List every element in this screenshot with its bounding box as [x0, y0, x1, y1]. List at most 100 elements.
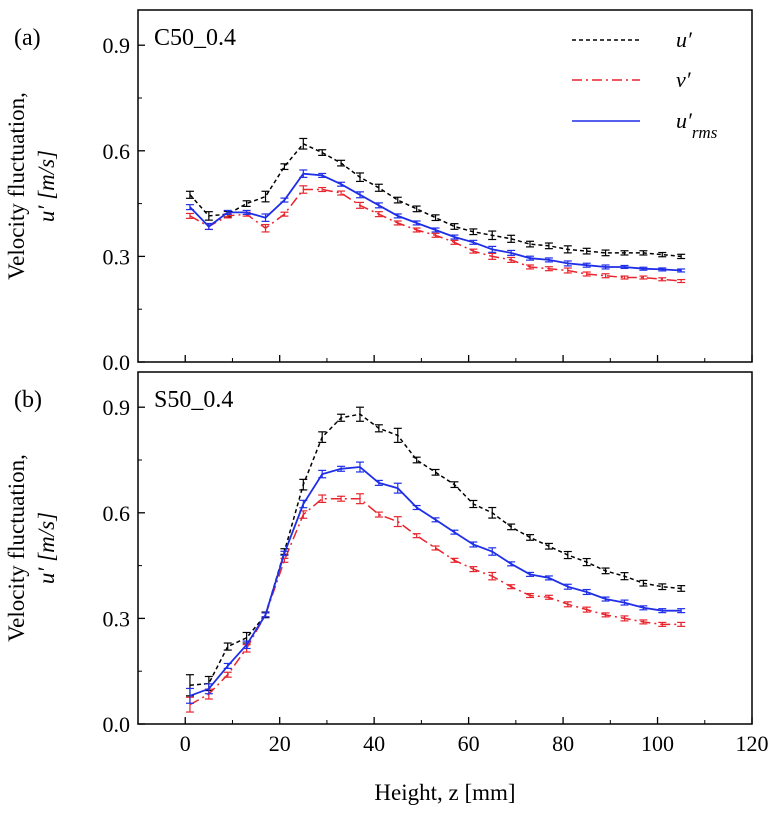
error-bar — [601, 596, 610, 602]
error-bar — [431, 468, 440, 476]
error-bar — [223, 671, 232, 678]
error-bar — [204, 222, 213, 231]
error-bar — [507, 249, 516, 256]
error-bar — [393, 516, 402, 528]
error-bar — [620, 250, 629, 256]
error-bar — [658, 608, 667, 614]
error-bar — [507, 561, 516, 567]
error-bar — [488, 571, 497, 581]
error-bar — [337, 495, 346, 502]
error-bar — [299, 169, 308, 178]
series-line-v-prime — [189, 497, 682, 706]
series-line-u-rms — [189, 466, 682, 697]
error-bar — [242, 200, 251, 208]
error-bar — [393, 196, 402, 204]
error-bar — [450, 223, 459, 230]
panel-title-a: C50_0.4 — [154, 25, 236, 51]
error-bar — [488, 245, 497, 253]
error-bar — [223, 209, 232, 215]
error-bar — [677, 278, 686, 284]
error-bar — [299, 185, 308, 194]
error-bar — [658, 251, 667, 258]
error-bar — [393, 220, 402, 226]
error-bar — [204, 211, 213, 221]
x-axis-label: Height, z [mm] — [374, 780, 515, 805]
plot-frame-a — [137, 9, 753, 363]
error-bar — [355, 461, 364, 473]
error-bar — [318, 149, 327, 156]
error-bar — [677, 253, 686, 260]
x-tick-label: 120 — [736, 731, 769, 756]
error-bar — [450, 239, 459, 245]
error-bar — [544, 266, 553, 272]
x-tick-label: 60 — [458, 731, 480, 756]
error-bar — [658, 583, 667, 591]
error-bar — [507, 256, 516, 263]
error-bar — [299, 499, 308, 509]
error-bar — [544, 594, 553, 600]
panel-label-a: (a) — [14, 25, 41, 51]
error-bar — [261, 612, 270, 618]
error-bar — [318, 186, 327, 193]
error-bar — [261, 190, 270, 203]
error-bar — [639, 275, 648, 280]
error-bar — [204, 683, 213, 695]
error-bar — [431, 517, 440, 523]
error-bar — [337, 181, 346, 187]
y-axis-label-a-line1: Velocity fluctuation, — [4, 92, 29, 280]
error-bar — [677, 608, 686, 614]
error-bar — [563, 583, 572, 590]
error-bar — [412, 504, 421, 511]
y-tick-label: 0.9 — [103, 395, 131, 420]
error-bar — [677, 585, 686, 592]
error-bar — [526, 592, 535, 599]
error-bar — [563, 245, 572, 254]
error-bar — [223, 642, 232, 651]
error-bar — [337, 190, 346, 196]
error-bar — [337, 159, 346, 167]
error-bar — [412, 533, 421, 539]
error-bar — [469, 248, 478, 254]
error-bar — [374, 183, 383, 192]
error-bar — [469, 541, 478, 548]
error-bar — [223, 662, 232, 669]
error-bar — [582, 271, 591, 277]
y-axis-label-a-line2: u′ [m/s] — [34, 150, 59, 222]
error-bar — [469, 499, 478, 509]
error-bar — [544, 242, 553, 250]
legend-label: u′rms — [676, 108, 718, 142]
error-bar — [620, 572, 629, 581]
error-bar — [242, 209, 251, 215]
error-bar — [469, 228, 478, 236]
panel-b: 0.00.30.60.90 20 40 60 80 100 120 (b) S50_0.4 … — [4, 371, 769, 805]
legend-entry: u′rms — [572, 108, 718, 142]
error-bar — [185, 687, 194, 704]
x-tick-label: 0 — [180, 731, 191, 756]
error-bar — [318, 469, 327, 479]
error-bar — [563, 267, 572, 274]
error-bar — [544, 542, 553, 550]
error-bar — [469, 566, 478, 573]
legend: u′ v′ u′rms — [572, 27, 718, 142]
error-bar — [374, 511, 383, 518]
error-bar — [431, 227, 440, 233]
error-bar — [677, 621, 686, 627]
error-bar — [280, 163, 289, 171]
x-tick-label: 100 — [641, 731, 674, 756]
error-bar — [318, 431, 327, 443]
error-bar — [563, 601, 572, 608]
error-bar — [261, 223, 270, 233]
error-bar — [582, 606, 591, 613]
error-bar — [507, 584, 516, 590]
error-bar — [393, 482, 402, 494]
error-bar — [601, 612, 610, 618]
error-bar — [412, 456, 421, 464]
error-bar — [280, 550, 289, 556]
y-axis-label-b-line1: Velocity fluctuation, — [4, 454, 29, 642]
y-tick-label: 0.6 — [103, 139, 131, 164]
error-bar — [639, 250, 648, 256]
series-line-u-prime — [189, 142, 682, 258]
error-bar — [431, 214, 440, 222]
error-bar — [318, 172, 327, 179]
